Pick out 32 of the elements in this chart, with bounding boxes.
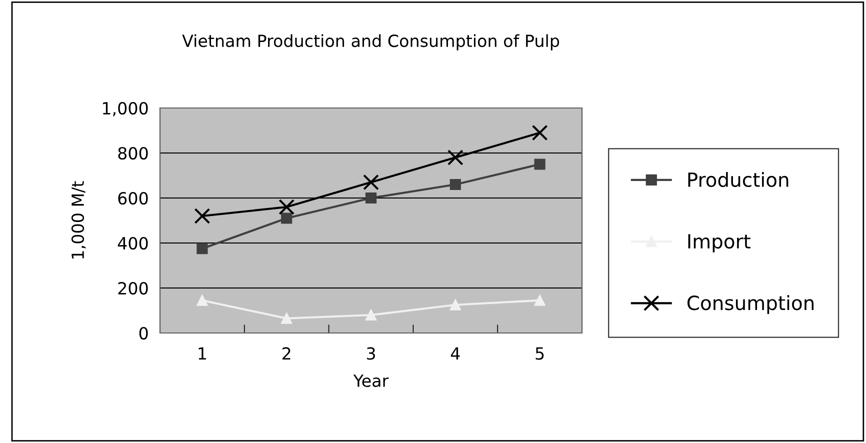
point — [281, 212, 292, 224]
point — [450, 178, 461, 190]
x-tick-label: 5 — [536, 347, 544, 360]
point — [278, 199, 295, 215]
legend-label: Consumption — [687, 295, 814, 314]
x-tick-label: 2 — [282, 347, 290, 360]
x-tick-label: 1 — [198, 347, 206, 360]
point — [447, 150, 464, 166]
point — [363, 174, 379, 190]
y-tick-label: 800 — [118, 146, 148, 160]
point — [534, 158, 546, 170]
y-tick-label: 1,000 — [103, 102, 148, 116]
point — [281, 312, 292, 324]
legend-label: Production — [688, 172, 788, 188]
legend-label: Import — [688, 234, 750, 252]
x-tick-label: 3 — [366, 347, 375, 360]
y-tick-label: 400 — [118, 236, 148, 250]
point — [194, 208, 210, 224]
point — [534, 294, 546, 306]
point — [532, 124, 548, 141]
y-tick-label: 200 — [118, 282, 148, 295]
point — [196, 294, 208, 306]
point — [365, 192, 377, 204]
y-tick-label: 0 — [139, 326, 148, 340]
x-tick-label: 4 — [450, 347, 460, 360]
chart-title: Vietnam Production and Consumption of Pulp — [182, 34, 560, 50]
point — [196, 243, 208, 254]
y-axis-title: 1,000 M/t — [71, 181, 86, 258]
point — [450, 299, 461, 310]
x-axis-title: Year — [353, 374, 389, 388]
y-tick-label: 600 — [118, 192, 148, 205]
point — [365, 309, 377, 321]
